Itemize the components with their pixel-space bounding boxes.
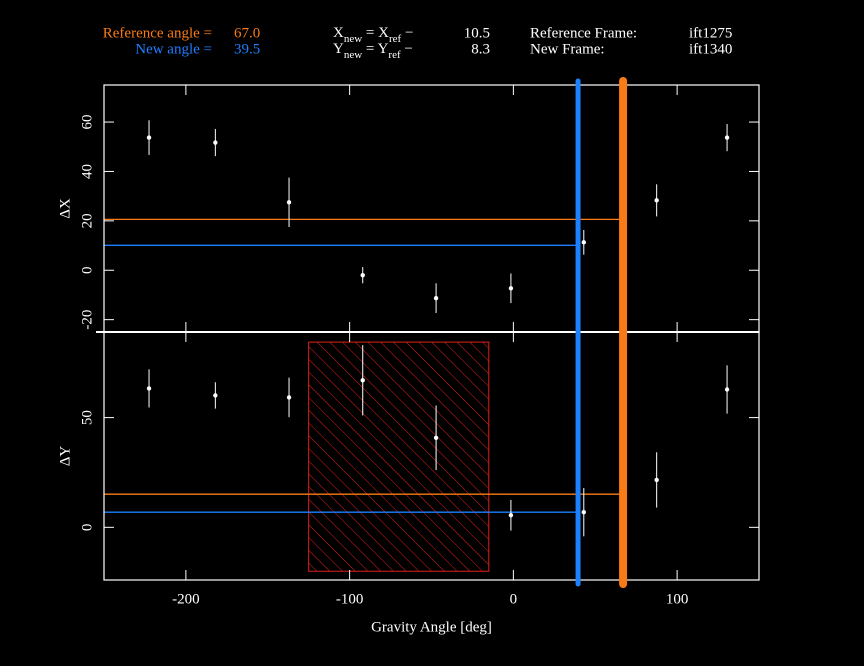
data-point xyxy=(724,135,730,140)
formula-part: = Y xyxy=(362,41,388,57)
reference-frame: ift1275 xyxy=(689,25,732,41)
new-angle-value: 39.5 xyxy=(234,41,260,57)
formula-part: − xyxy=(401,25,413,41)
x-formula: Xnew = Xref − xyxy=(333,25,413,44)
formula-part: ref xyxy=(389,33,402,45)
y-axis-label: ΔX xyxy=(57,198,73,219)
reference-frame-label: Reference Frame: xyxy=(530,25,637,41)
formula-part: new xyxy=(344,49,362,61)
data-point xyxy=(286,200,292,205)
data-point xyxy=(213,140,218,145)
data-point xyxy=(508,286,514,291)
data-point xyxy=(654,198,659,203)
x-tick-label: 100 xyxy=(666,591,689,607)
y-tick-label: 60 xyxy=(79,115,95,130)
x-tick-label: -100 xyxy=(336,591,364,607)
y-tick-label: -20 xyxy=(79,310,95,330)
y-tick-label: 0 xyxy=(79,267,95,275)
data-point xyxy=(360,272,365,278)
data-point xyxy=(654,477,659,483)
data-point xyxy=(433,435,439,440)
data-point xyxy=(146,386,152,391)
x-offset: 10.5 xyxy=(464,25,490,41)
reference-angle-value: 67.0 xyxy=(234,25,260,41)
new-frame: ift1340 xyxy=(689,41,732,57)
data-point xyxy=(581,240,586,245)
formula-part: = X xyxy=(362,25,389,41)
data-point xyxy=(286,395,292,400)
data-point xyxy=(213,393,218,398)
y-offset: 8.3 xyxy=(471,41,490,57)
formula-part: new xyxy=(344,33,362,45)
panel-frame xyxy=(103,84,760,333)
y-axis-label: ΔY xyxy=(57,446,73,467)
y-tick-label: 0 xyxy=(79,524,95,532)
data-point xyxy=(508,513,514,518)
x-axis-label: Gravity Angle [deg] xyxy=(371,619,492,635)
data-point xyxy=(360,378,365,383)
x-tick-label: 0 xyxy=(510,591,518,607)
y-tick-label: 40 xyxy=(79,164,95,179)
y-tick-label: 20 xyxy=(79,213,95,228)
reference-angle-label: Reference angle = xyxy=(103,25,212,41)
new-angle-label: New angle = xyxy=(135,41,212,57)
data-point xyxy=(581,509,586,515)
data-point xyxy=(433,295,439,301)
formula-part: − xyxy=(401,41,413,57)
new-frame-label: New Frame: xyxy=(530,41,605,57)
hatched-region xyxy=(308,341,490,572)
y-tick-label: 50 xyxy=(79,410,95,425)
y-formula: Ynew = Yref − xyxy=(333,41,413,60)
data-point xyxy=(146,135,152,140)
formula-part: X xyxy=(333,25,344,41)
formula-part: ref xyxy=(388,49,401,61)
formula-part: Y xyxy=(333,41,344,57)
x-tick-label: -200 xyxy=(172,591,200,607)
data-point xyxy=(724,387,730,392)
